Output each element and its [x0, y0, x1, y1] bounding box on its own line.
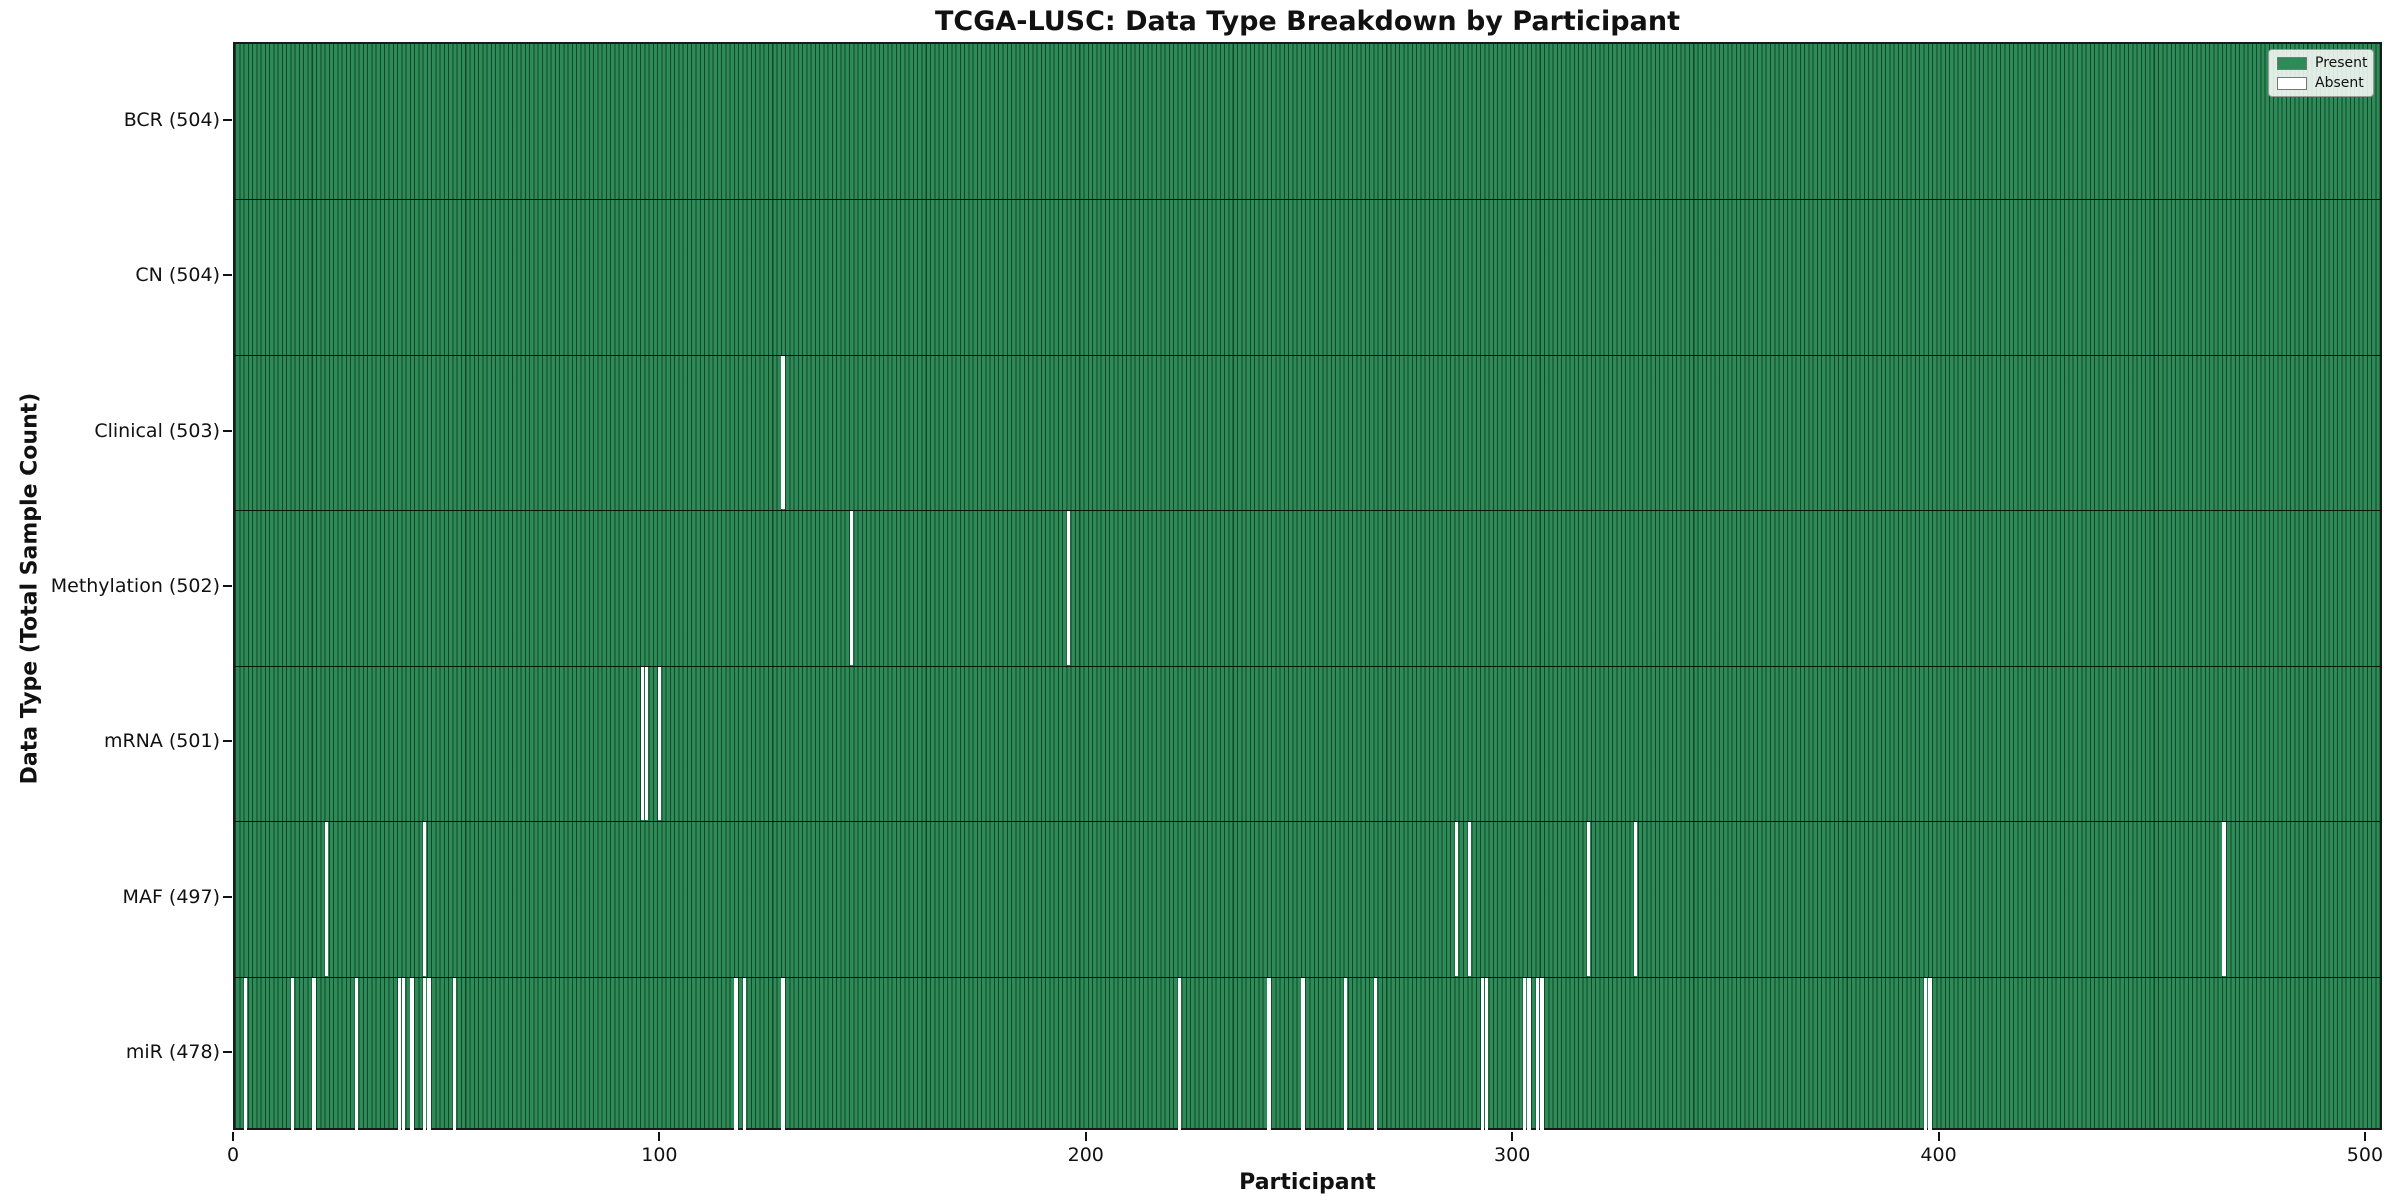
- row-separator: [235, 976, 2380, 978]
- y-tick-mark: [223, 895, 232, 898]
- data-row-bcr: [235, 44, 2380, 199]
- absent-stripe: [781, 977, 785, 1131]
- x-tick-label-200: 200: [1067, 1144, 1104, 1166]
- absent-stripe: [423, 977, 427, 1131]
- absent-stripe: [1454, 822, 1459, 976]
- absent-stripe: [1523, 977, 1527, 1131]
- legend-entry-absent: Absent: [2277, 76, 2365, 90]
- absent-stripe: [1527, 977, 1531, 1131]
- x-tick-mark: [1511, 1132, 1514, 1141]
- y-tick-label-mrna: mRNA (501): [103, 730, 220, 753]
- absent-stripe: [397, 977, 401, 1131]
- absent-stripe: [742, 977, 747, 1131]
- x-tick-mark: [1937, 1132, 1940, 1141]
- x-axis-label: Participant: [1239, 1170, 1376, 1195]
- absent-stripe: [1484, 977, 1489, 1131]
- absent-stripe: [410, 977, 414, 1131]
- data-row-cn: [235, 199, 2380, 354]
- absent-stripe: [354, 977, 359, 1131]
- x-tick-label-300: 300: [1494, 1144, 1531, 1166]
- data-row-mrna: [235, 666, 2380, 821]
- y-tick-label-cn: CN (504): [135, 264, 220, 287]
- x-tick-label-500: 500: [2346, 1144, 2384, 1166]
- absent-stripe: [1634, 822, 1638, 976]
- absent-stripe: [401, 977, 406, 1131]
- legend-label: Present: [2315, 55, 2368, 71]
- row-separator: [235, 510, 2380, 512]
- row-separator: [235, 821, 2380, 823]
- absent-stripe: [1267, 977, 1271, 1131]
- absent-stripe: [781, 355, 785, 510]
- legend-label: Absent: [2315, 75, 2364, 91]
- plot-area: Present Absent: [233, 42, 2382, 1132]
- absent-stripe: [290, 977, 295, 1131]
- data-row-mir: [235, 977, 2380, 1132]
- y-tick-label-clinical: Clinical (503): [94, 419, 220, 442]
- x-tick-label-100: 100: [641, 1144, 678, 1166]
- absent-stripe: [640, 666, 644, 821]
- row-separator: [235, 665, 2380, 667]
- absent-stripe: [1467, 822, 1471, 976]
- chart-title: TCGA-LUSC: Data Type Breakdown by Partic…: [935, 6, 1680, 37]
- y-tick-mark: [223, 740, 232, 743]
- y-tick-mark: [223, 585, 232, 587]
- y-tick-label-bcr: BCR (504): [123, 108, 220, 131]
- x-tick-label-0: 0: [226, 1144, 240, 1166]
- absent-stripe: [1373, 977, 1378, 1131]
- absent-stripe: [849, 511, 853, 665]
- row-separator: [235, 199, 2380, 201]
- absent-stripe: [244, 977, 248, 1131]
- data-row-maf: [235, 821, 2380, 976]
- absent-stripe: [1587, 822, 1591, 976]
- absent-swatch: [2277, 76, 2307, 90]
- absent-stripe: [427, 977, 431, 1131]
- absent-stripe: [423, 822, 427, 976]
- absent-stripe: [312, 977, 316, 1131]
- y-tick-mark: [223, 1051, 232, 1054]
- absent-stripe: [1066, 511, 1071, 665]
- y-tick-mark: [223, 274, 232, 277]
- data-row-clinical: [235, 355, 2380, 510]
- legend-entry-present: Present: [2277, 55, 2368, 71]
- x-tick-mark: [232, 1132, 234, 1141]
- absent-stripe: [452, 977, 457, 1131]
- absent-stripe: [1535, 977, 1540, 1131]
- legend: Present Absent: [2268, 49, 2374, 97]
- absent-stripe: [1177, 977, 1182, 1131]
- absent-stripe: [1301, 977, 1305, 1131]
- y-tick-label-maf: MAF (497): [122, 885, 220, 908]
- absent-stripe: [325, 822, 329, 976]
- y-tick-mark: [223, 118, 232, 121]
- present-swatch: [2277, 56, 2307, 70]
- absent-stripe: [1480, 977, 1484, 1131]
- y-tick-mark: [223, 429, 232, 432]
- data-row-methylation: [235, 510, 2380, 665]
- x-tick-label-400: 400: [1920, 1144, 1957, 1166]
- absent-stripe: [2222, 822, 2226, 976]
- absent-stripe: [1540, 977, 1544, 1131]
- x-tick-mark: [658, 1132, 661, 1141]
- absent-stripe: [644, 666, 649, 821]
- y-tick-label-mir: miR (478): [125, 1041, 220, 1064]
- absent-stripe: [1344, 977, 1348, 1131]
- x-tick-mark: [2363, 1132, 2366, 1141]
- row-separator: [235, 354, 2380, 356]
- absent-stripe: [657, 666, 661, 821]
- x-tick-mark: [1084, 1132, 1087, 1141]
- absent-stripe: [1924, 977, 1928, 1131]
- absent-stripe: [734, 977, 738, 1131]
- absent-stripe: [1928, 977, 1932, 1131]
- y-tick-label-methylation: Methylation (502): [50, 575, 220, 597]
